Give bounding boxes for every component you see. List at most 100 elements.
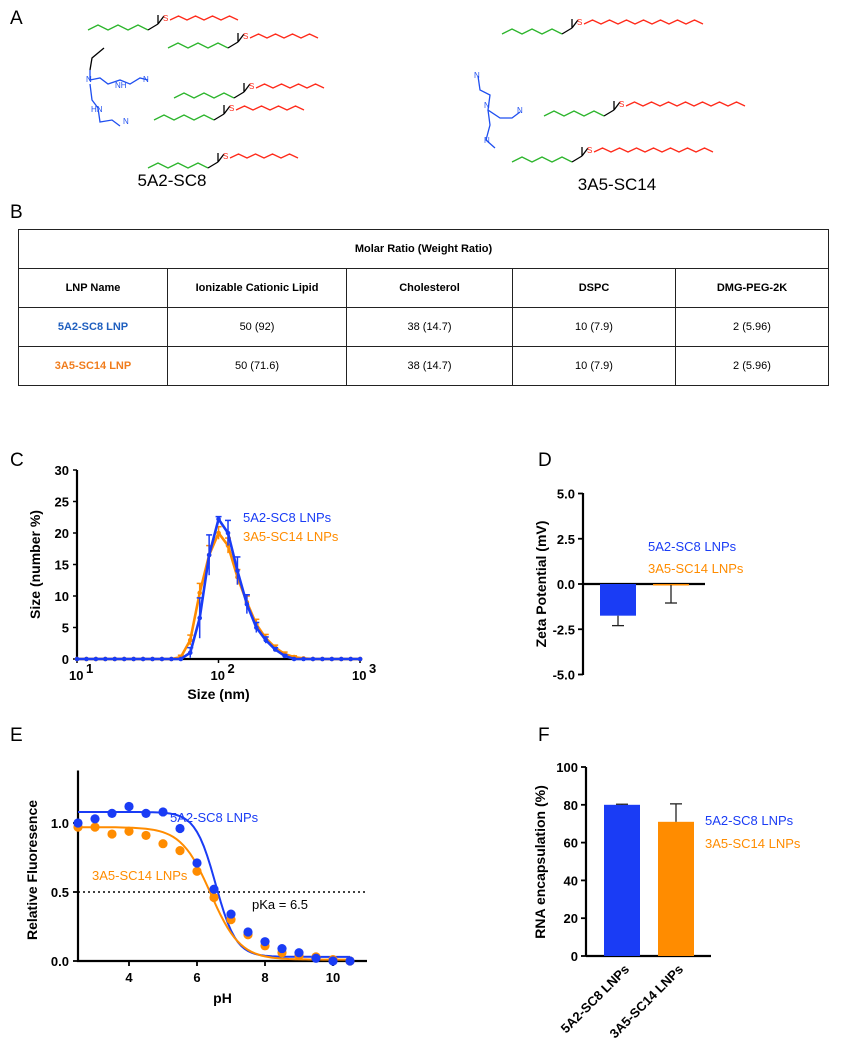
sulfur-atom: S <box>163 14 168 23</box>
panel-label-d: D <box>538 450 552 471</box>
y-tick-label: 20 <box>55 526 69 541</box>
table-row: 3A5-SC14 LNP 50 (71.6) 38 (14.7) 10 (7.9… <box>18 346 829 386</box>
lnp-name-cell: 5A2-SC8 LNP <box>18 307 168 347</box>
bond <box>233 91 245 99</box>
structure-5a2-sc8: S S S S S N NH N HN N <box>86 14 325 169</box>
data-point <box>357 656 363 662</box>
data-point <box>187 650 193 655</box>
data-point <box>291 656 297 662</box>
data-point <box>209 884 219 894</box>
chart-zeta-potential: 5.0 2.5 0.0 -2.5 -5.0 Zeta Potential (mV) 5A2-… <box>533 487 744 683</box>
sulfur-atom: S <box>243 32 248 41</box>
structure-label-5a2-sc8: 5A2-SC8 <box>138 171 207 190</box>
y-axis-label: Zeta Potential (mV) <box>533 521 549 648</box>
lnp-name-cell: 3A5-SC14 LNP <box>18 346 168 386</box>
y-tick-label: 80 <box>564 798 578 813</box>
data-point <box>345 956 355 966</box>
data-point <box>192 866 202 876</box>
y-tick-label: -5.0 <box>553 668 575 683</box>
legend-label: 5A2-SC8 LNPs <box>170 810 259 825</box>
data-point <box>73 818 83 828</box>
data-point <box>84 656 89 662</box>
bond <box>217 153 225 163</box>
chart-pka-titration: 0.0 0.5 1.0 4 6 8 10 pH Relative Fluoresence pKa … <box>24 770 367 1006</box>
bond-chain <box>593 147 714 153</box>
legend-label: 5A2-SC8 LNPs <box>705 813 794 828</box>
y-tick-label: 0 <box>571 949 578 964</box>
data-point <box>329 656 335 662</box>
bond-chain <box>147 162 209 169</box>
legend-label: 3A5-SC14 LNPs <box>648 561 744 576</box>
sulfur-atom: S <box>587 146 592 155</box>
y-tick-label: 40 <box>564 873 578 888</box>
data-point <box>311 953 321 963</box>
x-tick-exponent: 2 <box>228 661 235 676</box>
data-point <box>158 807 168 817</box>
bond <box>213 113 225 121</box>
sulfur-atom: S <box>229 104 234 113</box>
data-point <box>124 801 134 812</box>
bond-chain <box>249 33 319 39</box>
table-header: Cholesterol <box>346 268 513 308</box>
data-point <box>112 656 118 662</box>
x-tick-label: 4 <box>125 970 133 985</box>
data-point <box>90 822 100 832</box>
series-line <box>77 530 361 661</box>
panel-label-e: E <box>10 725 23 746</box>
bond-chain <box>87 24 149 31</box>
data-point <box>93 656 99 662</box>
data-point <box>150 656 155 662</box>
data-point <box>159 656 165 662</box>
data-point <box>90 814 100 824</box>
bond <box>157 15 165 25</box>
table-header-row: LNP Name Ionizable Cationic Lipid Choles… <box>18 268 829 308</box>
data-point <box>226 909 236 919</box>
data-point <box>187 637 193 643</box>
nitrogen-atom: N <box>123 117 129 126</box>
pka-annotation: pKa = 6.5 <box>252 897 308 912</box>
data-point <box>263 637 269 643</box>
bond <box>571 155 583 163</box>
bond-chain <box>167 42 229 49</box>
bond-chain <box>583 19 704 25</box>
data-point <box>175 823 185 834</box>
data-point <box>124 826 134 836</box>
panel-label-f: F <box>538 725 550 746</box>
bond <box>237 33 245 43</box>
y-tick-label: -2.5 <box>553 622 575 637</box>
x-tick-exponent: 1 <box>86 661 93 676</box>
data-point <box>320 656 325 662</box>
data-point <box>282 653 287 659</box>
data-point <box>338 656 344 662</box>
bond-chain <box>169 15 239 21</box>
axes <box>76 770 367 963</box>
nitrogen-atom: N <box>86 75 92 84</box>
data-point <box>244 601 250 607</box>
bond-chain <box>625 101 746 107</box>
amine-core <box>485 109 496 149</box>
sulfur-atom: S <box>223 152 228 161</box>
table-header: LNP Name <box>18 268 168 308</box>
table-cell: 50 (92) <box>167 307 347 347</box>
bond-chain <box>173 92 235 99</box>
table-cell: 38 (14.7) <box>346 307 513 347</box>
table-cell: 2 (5.96) <box>675 307 829 347</box>
y-tick-label: 10 <box>55 589 69 604</box>
data-point <box>103 656 108 662</box>
axes <box>75 470 360 661</box>
bond-chain <box>235 105 305 111</box>
data-point <box>178 656 184 662</box>
nitrogen-atom: N <box>517 106 523 115</box>
bar <box>653 584 689 586</box>
y-tick-label: 0.5 <box>51 885 69 900</box>
amine-core <box>477 75 521 119</box>
bond <box>581 147 589 157</box>
data-point <box>197 615 202 621</box>
y-tick-label: 20 <box>564 911 578 926</box>
amine-core <box>89 70 149 85</box>
y-tick-label: 30 <box>55 463 69 478</box>
y-tick-label: 1.0 <box>51 816 69 831</box>
table-cell: 10 (7.9) <box>512 307 676 347</box>
y-tick-label: 0.0 <box>51 954 69 969</box>
legend-label: 5A2-SC8 LNPs <box>648 539 737 554</box>
